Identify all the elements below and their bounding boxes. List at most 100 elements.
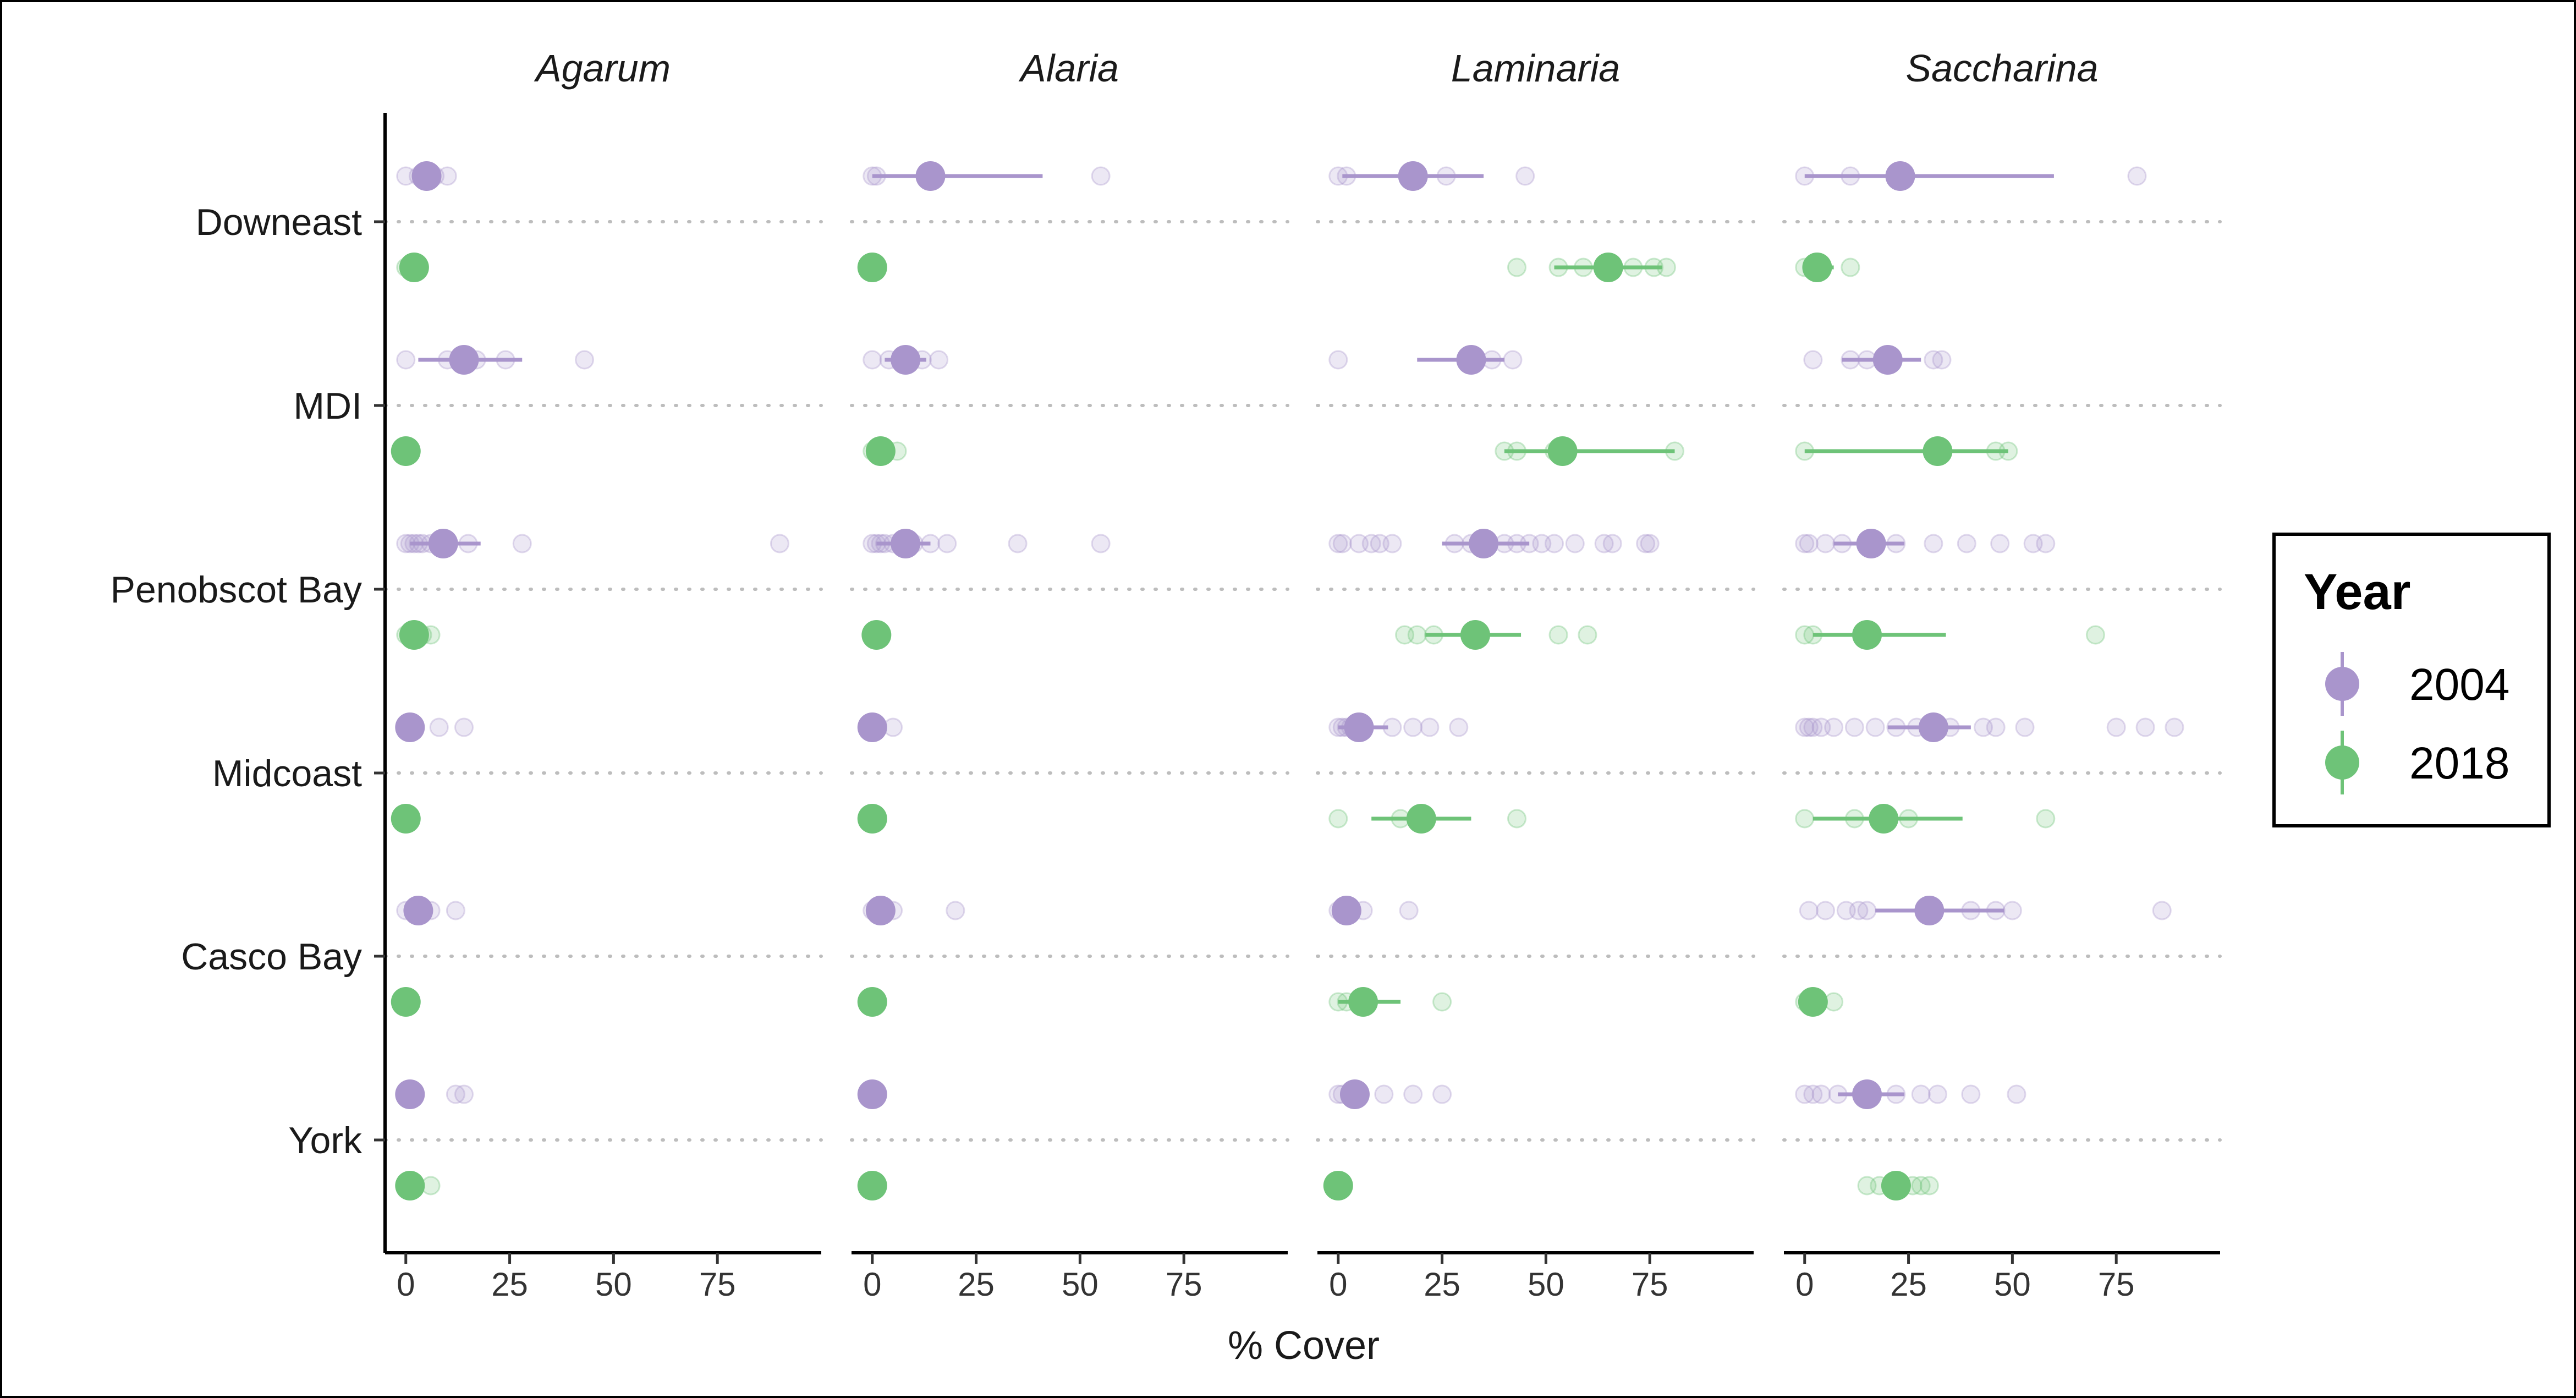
observation-point xyxy=(1544,534,1564,553)
observation-point xyxy=(1803,717,1823,737)
observation-point xyxy=(2007,1084,2026,1104)
group-penobscot-bay-2004 xyxy=(1328,529,1660,558)
y-tick-label: Casco Bay xyxy=(181,936,362,978)
mean-point xyxy=(449,345,479,375)
group-casco-bay-2018 xyxy=(1795,987,1844,1017)
observation-point xyxy=(1927,1084,1947,1104)
group-penobscot-bay-2018 xyxy=(1795,620,2105,650)
mean-point xyxy=(1456,345,1486,375)
observation-point xyxy=(1803,350,1823,370)
x-tick-label: 50 xyxy=(1062,1266,1098,1303)
mean-point xyxy=(1323,1171,1353,1200)
observation-point xyxy=(1795,717,1815,737)
mean-point xyxy=(428,529,458,558)
mean-point xyxy=(1923,436,1953,466)
observation-point xyxy=(1974,717,1993,737)
group-midcoast-2004 xyxy=(1795,712,2184,742)
observation-point xyxy=(1349,534,1369,553)
observation-point xyxy=(1403,717,1423,737)
mean-point xyxy=(1914,896,1945,925)
mean-point xyxy=(861,620,892,650)
observation-point xyxy=(1507,809,1527,829)
group-york-2004 xyxy=(857,1079,887,1109)
observation-point xyxy=(512,534,532,553)
group-penobscot-bay-2004 xyxy=(1795,529,2056,558)
observation-point xyxy=(1857,901,1877,920)
mean-point xyxy=(1852,620,1882,650)
observation-point xyxy=(1515,166,1535,186)
mean-point xyxy=(1856,529,1886,558)
observation-point xyxy=(1407,625,1427,645)
observation-point xyxy=(1795,534,1815,553)
mean-point xyxy=(1348,987,1378,1017)
group-mdi-2004 xyxy=(863,345,949,375)
group-penobscot-bay-2018 xyxy=(396,620,441,650)
group-york-2004 xyxy=(1795,1079,2026,1109)
observation-point xyxy=(1990,534,2010,553)
observation-point xyxy=(1403,1084,1423,1104)
observation-point xyxy=(2023,534,2043,553)
observation-point xyxy=(929,350,949,370)
x-tick-label: 25 xyxy=(1890,1266,1927,1303)
mean-point xyxy=(395,1171,425,1200)
group-casco-bay-2018 xyxy=(1328,987,1452,1017)
observation-point xyxy=(1332,534,1352,553)
observation-point xyxy=(2015,717,2035,737)
observation-point xyxy=(1932,350,1952,370)
x-tick-label: 0 xyxy=(863,1266,881,1303)
x-tick-label: 0 xyxy=(1329,1266,1347,1303)
mean-point xyxy=(411,161,442,191)
y-axis: Downeast MDI Penobscot Bay Midcoast Casco Ba… xyxy=(111,113,387,1253)
group-mdi-2018 xyxy=(1495,436,1685,466)
x-axis-title: % Cover xyxy=(1228,1324,1380,1368)
group-midcoast-2018 xyxy=(391,804,421,834)
group-york-2018 xyxy=(1323,1171,1353,1200)
group-mdi-2018 xyxy=(863,436,907,466)
mean-point xyxy=(1885,161,1915,191)
observation-point xyxy=(1382,534,1402,553)
y-tick-label: Downeast xyxy=(196,201,362,243)
x-tick-label: 50 xyxy=(595,1266,632,1303)
observation-point xyxy=(446,1084,465,1104)
observation-point xyxy=(1816,534,1836,553)
observation-point xyxy=(1816,901,1836,920)
y-tick-label: MDI xyxy=(293,385,362,427)
observation-point xyxy=(1844,717,1864,737)
observation-point xyxy=(770,534,789,553)
observation-point xyxy=(1911,1084,1931,1104)
mean-point xyxy=(1406,804,1436,834)
observation-point xyxy=(1849,901,1869,920)
x-tick-label: 50 xyxy=(1994,1266,2031,1303)
observation-point xyxy=(1986,717,2006,737)
group-mdi-2004 xyxy=(1803,345,1952,375)
mean-point xyxy=(857,804,887,834)
mean-point xyxy=(391,436,421,466)
y-tick-label: York xyxy=(288,1120,362,1161)
group-midcoast-2004 xyxy=(1328,712,1469,742)
observation-point xyxy=(1328,809,1348,829)
facets: Agarum 0 25 50 75 Alaria 0 25 50 75 Laminaria 0 25 50… xyxy=(383,47,2222,1303)
group-casco-bay-2018 xyxy=(857,987,887,1017)
x-tick-label: 25 xyxy=(491,1266,528,1303)
group-york-2004 xyxy=(1328,1079,1452,1109)
mean-point xyxy=(1331,896,1361,925)
observation-point xyxy=(2036,809,2056,829)
group-york-2018 xyxy=(857,1171,887,1200)
observation-point xyxy=(1924,350,1943,370)
observation-point xyxy=(1811,1084,1831,1104)
group-mdi-2018 xyxy=(391,436,421,466)
group-midcoast-2018 xyxy=(857,804,887,834)
observation-point xyxy=(1799,534,1819,553)
mean-point xyxy=(1881,1171,1911,1200)
x-tick-label: 75 xyxy=(1632,1266,1668,1303)
observation-point xyxy=(1836,901,1856,920)
mean-point xyxy=(1798,987,1828,1017)
mean-point xyxy=(891,345,921,375)
observation-point xyxy=(2135,717,2155,737)
mean-point xyxy=(915,161,946,191)
group-casco-bay-2004 xyxy=(396,896,465,925)
observation-point xyxy=(1824,717,1844,737)
group-downeast-2018 xyxy=(1507,253,1676,282)
mean-point xyxy=(857,1079,887,1109)
group-casco-bay-2018 xyxy=(391,987,421,1017)
